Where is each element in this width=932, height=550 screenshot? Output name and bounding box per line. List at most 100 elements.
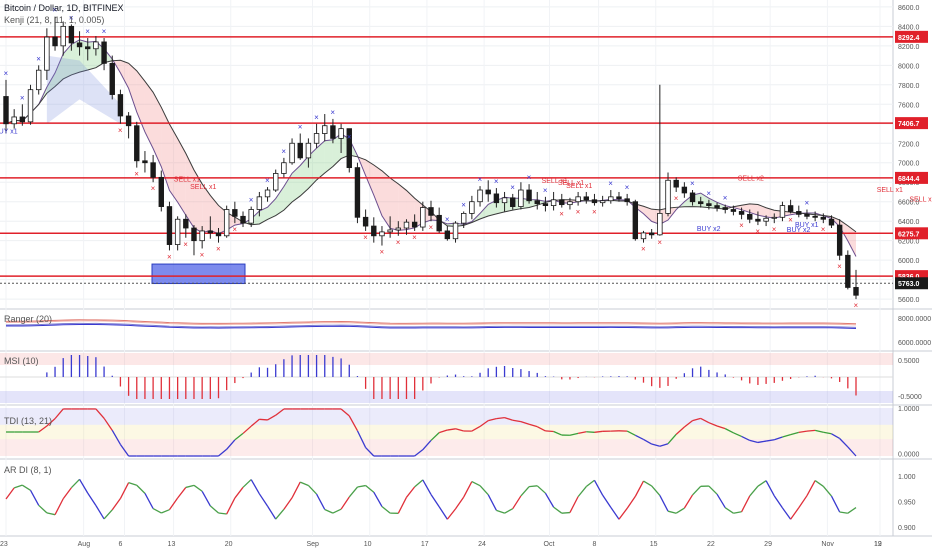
candle-up [264, 189, 271, 198]
candle-down [158, 176, 164, 207]
ardi-line [675, 507, 685, 514]
ardi-line [21, 484, 31, 491]
tdi-line [422, 440, 432, 451]
candle-down [485, 189, 491, 195]
time-tick-label: 10 [364, 541, 372, 548]
candle-down [648, 232, 655, 236]
ardi-line [659, 495, 669, 512]
ranger-band [5, 323, 857, 329]
signal-x-buy: × [445, 215, 450, 224]
candle-down [428, 207, 434, 216]
tdi-line [234, 432, 244, 441]
candle-down [689, 192, 696, 203]
ardi-line [136, 484, 146, 494]
signal-x-buy: × [298, 123, 303, 132]
buy-signal-label: BUY x2 [787, 227, 811, 234]
ardi-line [332, 508, 342, 514]
candle-down [3, 96, 9, 125]
candle-up [256, 196, 263, 210]
candle-up [518, 189, 524, 207]
candle-up [460, 212, 467, 224]
signal-x-sell: × [657, 238, 662, 247]
ardi-line [806, 480, 816, 496]
candle-down [804, 213, 810, 217]
candle-up [608, 196, 614, 202]
time-tick-label: 17 [421, 541, 429, 548]
ardi-line [242, 479, 252, 488]
cloud-segment [676, 201, 685, 210]
ardi-line [5, 487, 15, 500]
candle-down [714, 205, 720, 208]
candle-down [673, 179, 679, 188]
cloud-segment [733, 205, 742, 210]
tdi-line [831, 433, 840, 440]
tdi-line [218, 448, 228, 457]
cloud-segment [283, 173, 293, 211]
sell-signal-label: SELL x1 [909, 197, 932, 204]
candle-down [134, 125, 140, 162]
ardi-line [29, 490, 40, 506]
price-tick-label: 8400.0 [898, 24, 920, 31]
ranger-band [5, 322, 857, 328]
ardi-line [610, 506, 620, 520]
signal-x-sell: × [379, 248, 384, 257]
cloud-segment [275, 186, 284, 216]
candle-up [199, 230, 205, 242]
msi-upper-zone [0, 353, 893, 365]
ardi-line [70, 478, 81, 489]
ardi-line [13, 484, 23, 489]
candle-down [444, 230, 451, 240]
ardi-line [201, 490, 211, 507]
candle-down [591, 199, 598, 204]
tdi-line [569, 432, 579, 436]
signal-x-buy: × [20, 93, 25, 102]
tdi-line [496, 416, 505, 420]
ardi-line [373, 491, 383, 507]
signal-x-buy: × [527, 173, 532, 182]
tdi-line [504, 416, 513, 421]
tdi-line [267, 414, 277, 421]
signal-x-buy: × [249, 196, 254, 205]
ardi-line [839, 511, 848, 514]
ardi-line [683, 494, 694, 509]
candle-up [420, 207, 426, 228]
candle-down [411, 221, 418, 228]
ardi-line [128, 482, 137, 486]
candle-down [117, 94, 124, 117]
candle-up [44, 36, 50, 71]
msi-tick-label: 0.5000 [898, 358, 920, 365]
signal-x-sell: × [216, 245, 221, 254]
candle-down [191, 227, 197, 242]
sell-signal-label: SELL x1 [566, 183, 592, 190]
price-tick-label: 7200.0 [898, 141, 920, 148]
price-tick-label: 8200.0 [898, 44, 920, 51]
tdi-line [798, 430, 808, 434]
candle-up [281, 162, 287, 174]
candle-up [313, 133, 320, 144]
ardi-line [716, 493, 726, 509]
ardi-line [463, 481, 473, 498]
candle-up [60, 25, 66, 47]
price-tick-label: 6600.0 [898, 200, 920, 207]
signal-x-buy: × [281, 147, 286, 156]
cloud-segment [153, 92, 162, 167]
tdi-line [708, 422, 718, 427]
tdi-line [528, 423, 538, 428]
tdi-line [700, 417, 710, 424]
candle-down [698, 201, 704, 205]
symbol-title: Bitcoin / Dollar, 1D, BITFINEX [4, 3, 124, 13]
cloud-segment [169, 124, 178, 203]
sell-signal-label: SELL x1 [190, 184, 216, 191]
price-level-tag-label: 7406.7 [898, 121, 920, 128]
ardi-line [585, 479, 595, 488]
candle-up [550, 199, 557, 207]
candle-up [395, 227, 402, 231]
candle-down [812, 215, 818, 218]
candle-up [273, 173, 279, 191]
candle-down [109, 62, 115, 95]
tdi-line [643, 438, 652, 445]
price-tick-label: 6200.0 [898, 239, 920, 246]
signal-x-sell: × [429, 223, 434, 232]
price-tick-label: 5600.0 [898, 297, 920, 304]
cloud-segment [210, 195, 219, 234]
